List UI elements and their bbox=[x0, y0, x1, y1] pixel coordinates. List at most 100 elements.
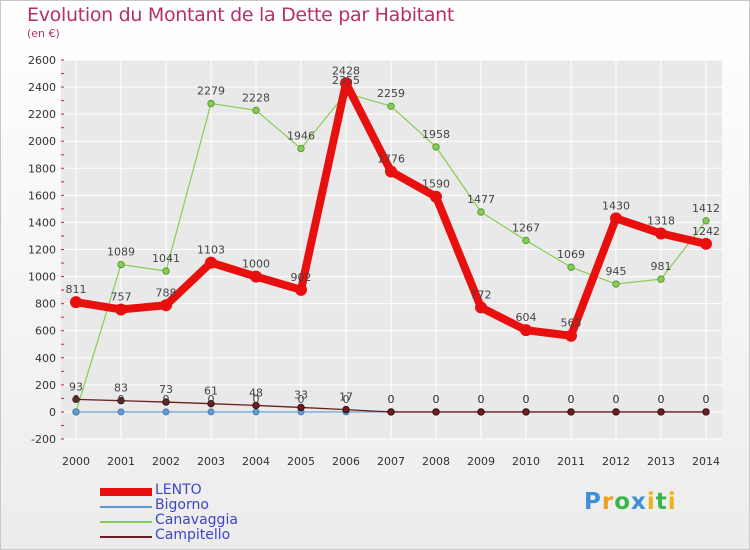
data-label-campitello: 0 bbox=[658, 393, 665, 406]
legend-swatch-bigorno bbox=[100, 506, 152, 508]
x-tick-label: 2013 bbox=[647, 455, 675, 468]
data-label-canavaggia: 1477 bbox=[467, 193, 495, 206]
data-label-bigorno: 0 bbox=[388, 393, 395, 406]
data-label-lento: 1590 bbox=[422, 178, 450, 191]
data-point-canavaggia bbox=[477, 208, 485, 216]
data-point-campitello bbox=[72, 395, 80, 404]
legend-label-canavaggia: Canavaggia bbox=[155, 512, 238, 528]
x-tick-label: 2008 bbox=[422, 455, 450, 468]
data-point-canavaggia bbox=[432, 143, 440, 151]
data-point-lento bbox=[340, 77, 352, 90]
data-label-campitello: 73 bbox=[159, 383, 173, 396]
data-point-lento bbox=[250, 270, 262, 283]
data-label-lento: 811 bbox=[66, 283, 87, 296]
data-label-campitello: 17 bbox=[339, 391, 353, 404]
data-point-lento bbox=[115, 303, 127, 316]
data-label-lento: 1776 bbox=[377, 153, 405, 166]
legend-swatch-lento bbox=[100, 488, 152, 496]
data-label-canavaggia: 1041 bbox=[152, 252, 180, 265]
data-label-lento: 2428 bbox=[332, 64, 360, 77]
data-label-canavaggia: 945 bbox=[606, 265, 627, 278]
data-point-lento bbox=[430, 190, 442, 203]
data-point-campitello bbox=[297, 403, 305, 412]
legend-label-lento: LENTO bbox=[155, 482, 202, 498]
data-label-canavaggia: 1069 bbox=[557, 248, 585, 261]
x-tick-label: 2014 bbox=[692, 455, 720, 468]
data-label-bigorno: 0 bbox=[208, 393, 215, 406]
data-point-lento bbox=[475, 301, 487, 314]
data-point-campitello bbox=[387, 408, 395, 416]
data-label-bigorno: 0 bbox=[73, 393, 80, 406]
data-point-canavaggia bbox=[117, 260, 125, 269]
data-label-bigorno: 0 bbox=[613, 393, 620, 406]
data-point-bigorno bbox=[207, 408, 215, 416]
data-label-campitello: 0 bbox=[433, 393, 440, 406]
y-tick-label: 600 bbox=[35, 325, 56, 338]
logo-letter: i bbox=[667, 489, 677, 515]
data-label-bigorno: 0 bbox=[433, 393, 440, 406]
data-point-canavaggia bbox=[567, 263, 575, 271]
legend-label-bigorno: Bigorno bbox=[155, 497, 209, 513]
data-label-bigorno: 0 bbox=[658, 393, 665, 406]
data-label-campitello: 33 bbox=[294, 388, 308, 401]
data-point-canavaggia bbox=[252, 106, 260, 115]
data-label-canavaggia: 2355 bbox=[332, 74, 360, 87]
data-label-lento: 902 bbox=[291, 271, 312, 284]
data-point-canavaggia bbox=[297, 144, 305, 153]
data-point-canavaggia bbox=[522, 236, 530, 245]
data-label-bigorno: 0 bbox=[478, 393, 485, 406]
data-point-lento bbox=[205, 256, 217, 269]
data-point-lento bbox=[295, 283, 307, 296]
data-label-bigorno: 0 bbox=[163, 393, 170, 406]
data-point-campitello bbox=[657, 408, 665, 416]
data-label-canavaggia: 0 bbox=[73, 393, 80, 406]
data-label-campitello: 0 bbox=[523, 393, 530, 406]
y-tick-label: 200 bbox=[35, 379, 56, 392]
data-point-lento bbox=[565, 329, 577, 342]
x-tick-label: 2004 bbox=[242, 455, 270, 468]
data-point-lento bbox=[520, 324, 532, 337]
data-point-campitello bbox=[117, 396, 125, 405]
data-point-lento bbox=[70, 296, 82, 309]
data-point-campitello bbox=[207, 399, 215, 408]
data-point-campitello bbox=[162, 398, 170, 406]
data-label-lento: 757 bbox=[111, 290, 132, 303]
proxiti-logo: Proxiti bbox=[584, 489, 677, 515]
data-label-canavaggia: 1946 bbox=[287, 130, 315, 143]
data-label-campitello: 0 bbox=[568, 393, 575, 406]
data-label-campitello: 83 bbox=[114, 382, 128, 395]
data-point-campitello bbox=[477, 408, 485, 416]
x-tick-label: 2009 bbox=[467, 455, 495, 468]
data-point-campitello bbox=[567, 408, 575, 416]
data-label-campitello: 93 bbox=[69, 380, 83, 393]
x-tick-label: 2010 bbox=[512, 455, 540, 468]
data-point-lento bbox=[655, 227, 667, 240]
data-label-canavaggia: 981 bbox=[651, 260, 672, 273]
y-tick-label: 800 bbox=[35, 298, 56, 311]
data-label-campitello: 48 bbox=[249, 386, 263, 399]
data-label-canavaggia: 1089 bbox=[107, 246, 135, 259]
data-label-bigorno: 0 bbox=[118, 393, 125, 406]
data-point-bigorno bbox=[72, 408, 80, 416]
data-label-canavaggia: 2259 bbox=[377, 87, 405, 100]
data-label-canavaggia: 1267 bbox=[512, 221, 540, 234]
data-point-canavaggia bbox=[702, 217, 710, 225]
data-label-lento: 1318 bbox=[647, 215, 675, 228]
legend-swatch-campitello bbox=[100, 536, 152, 538]
data-label-bigorno: 0 bbox=[523, 393, 530, 406]
data-label-lento: 1430 bbox=[602, 199, 630, 212]
x-tick-label: 2002 bbox=[152, 455, 180, 468]
data-point-bigorno bbox=[162, 408, 170, 416]
data-point-bigorno bbox=[117, 408, 125, 416]
data-point-canavaggia bbox=[162, 267, 170, 275]
data-label-bigorno: 0 bbox=[343, 393, 350, 406]
data-label-canavaggia: 2279 bbox=[197, 84, 225, 97]
logo-letter: t bbox=[655, 489, 668, 515]
data-label-campitello: 0 bbox=[478, 393, 485, 406]
data-label-lento: 604 bbox=[516, 311, 537, 324]
x-tick-label: 2006 bbox=[332, 455, 360, 468]
x-tick-label: 2011 bbox=[557, 455, 585, 468]
data-label-canavaggia: 1958 bbox=[422, 128, 450, 141]
data-label-lento: 788 bbox=[156, 286, 177, 299]
data-label-bigorno: 0 bbox=[568, 393, 575, 406]
